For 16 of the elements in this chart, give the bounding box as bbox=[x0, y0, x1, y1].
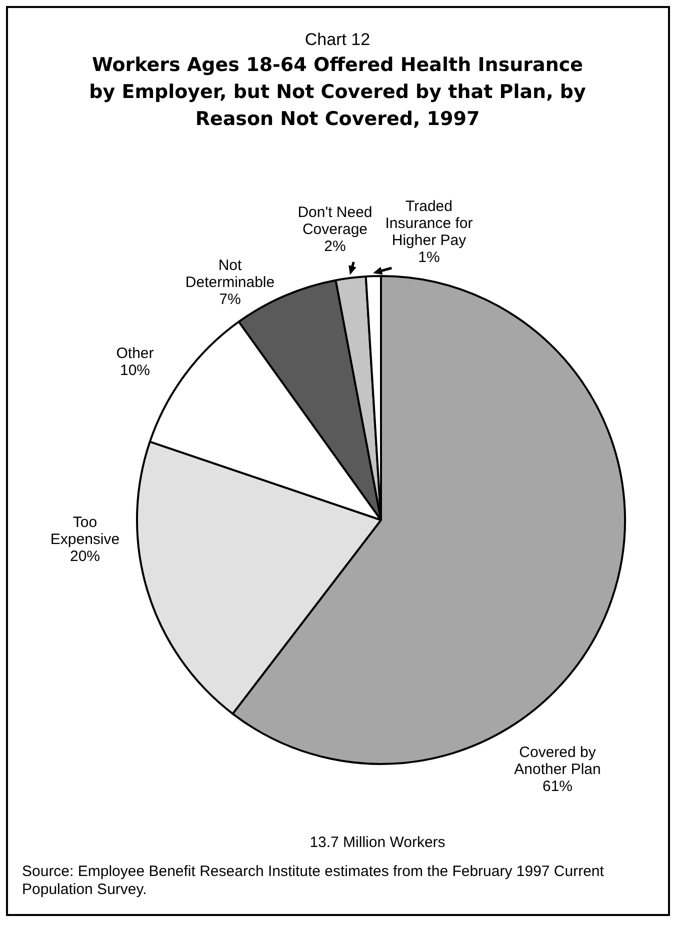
slice-label: Covered by Another Plan bbox=[514, 744, 601, 778]
text: 13.7 Million Workers bbox=[308, 834, 446, 851]
data-label: 7% bbox=[219, 291, 241, 308]
data-label: 61% bbox=[542, 778, 573, 795]
chart-title: Workers Ages 18-64 Offered Health Insurance by Employer, but Not Covered by that Plan, by Reason Not Covered, 1997 bbox=[88, 53, 587, 132]
slice-label: Not Determinable bbox=[185, 257, 275, 291]
data-label: 2% bbox=[324, 238, 346, 255]
source-note: Source: Employee Benefit Research Institute estimates from the February 1997 Current Population Survey. bbox=[22, 863, 605, 899]
slice-label: Traded Insurance for Higher Pay bbox=[385, 198, 473, 249]
chart-subtitle: Chart 12 bbox=[304, 30, 372, 50]
data-label: 20% bbox=[70, 548, 100, 565]
slice-label: Don't Need Coverage bbox=[298, 204, 372, 238]
data-label: 1% bbox=[418, 249, 440, 266]
slice-label: Other bbox=[116, 345, 154, 362]
data-label: 10% bbox=[120, 362, 150, 379]
slice-label: Too Expensive bbox=[50, 514, 120, 548]
